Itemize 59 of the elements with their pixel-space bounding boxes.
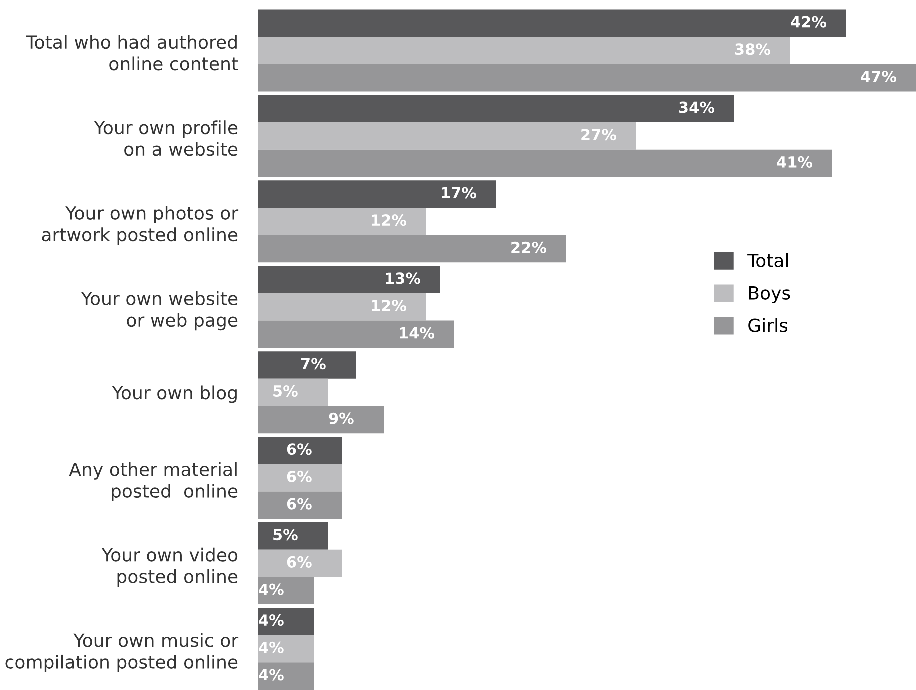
data-label: 41% [777, 156, 813, 168]
data-label: 6% [287, 498, 312, 510]
data-label: 12% [372, 300, 407, 312]
data-label: 5% [274, 385, 298, 398]
y-tick-label: Your own music or compilation posted online [6, 633, 239, 672]
bar [258, 64, 916, 92]
data-label: 5% [274, 529, 298, 541]
y-tick-label: Your own blog [112, 386, 237, 404]
data-label: 34% [679, 102, 715, 114]
data-label: 7% [301, 358, 326, 370]
bar [258, 10, 846, 38]
bar [258, 37, 790, 64]
bar [258, 320, 454, 348]
data-label: 4% [259, 642, 284, 654]
bar [258, 208, 426, 236]
bar [258, 550, 342, 578]
data-label: 42% [791, 16, 827, 28]
bar [258, 492, 342, 520]
y-tick-label: Total who had authored online content [26, 35, 238, 71]
bar [258, 406, 384, 434]
y-tick-label: Your own photos or artwork posted online [42, 206, 239, 246]
bar [258, 352, 356, 379]
bar [258, 293, 426, 321]
data-label: 47% [861, 70, 897, 83]
data-label: 14% [400, 327, 435, 339]
bar [258, 122, 636, 150]
legend-label: Girls [748, 318, 788, 332]
bar [258, 235, 566, 263]
data-label: 27% [582, 129, 617, 141]
bar [258, 577, 314, 605]
data-label: 22% [512, 242, 547, 254]
bar [258, 180, 496, 208]
bar [258, 95, 734, 123]
y-tick-label: Your own website or web page [81, 292, 238, 331]
bar [258, 378, 328, 406]
data-label: 9% [329, 412, 354, 424]
bar [258, 437, 342, 464]
data-label: 38% [735, 44, 771, 56]
data-label: 4% [259, 614, 284, 626]
data-label: 4% [259, 584, 284, 596]
y-tick-label: Any other material posted online [69, 462, 238, 502]
data-label: 6% [287, 470, 312, 482]
data-label: 6% [287, 556, 312, 568]
bar [258, 635, 314, 663]
data-label: 12% [372, 214, 407, 226]
data-label: 6% [287, 444, 312, 456]
data-label: 17% [442, 187, 477, 199]
y-tick-label: Your own profile on a website [94, 120, 238, 156]
legend-label: Boys [749, 286, 790, 304]
y-tick-label: Your own video posted online [102, 548, 238, 587]
bar [258, 266, 440, 294]
data-label: 4% [259, 669, 284, 681]
data-label: 13% [386, 272, 421, 284]
bar [258, 150, 832, 178]
bar [258, 464, 342, 492]
bar [258, 608, 314, 636]
bar [258, 522, 328, 550]
bar [258, 662, 314, 690]
legend-label: Total [748, 254, 788, 268]
